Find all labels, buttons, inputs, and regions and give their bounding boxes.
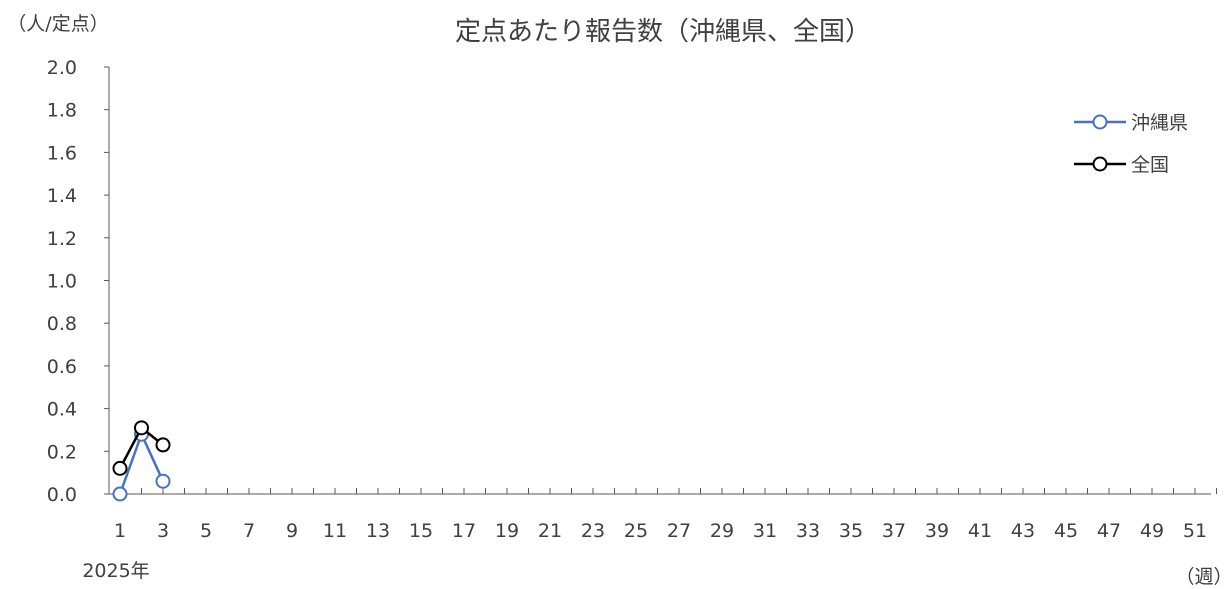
x-tick-label: 31 [753,520,777,542]
y-tick-label: 1.0 [47,271,77,293]
y-tick-label: 0.0 [47,484,77,506]
data-point [112,486,128,502]
x-tick-label: 5 [200,520,212,542]
x-axis-unit-label: （週） [1175,566,1232,588]
x-tick-label: 1 [114,520,126,542]
y-tick-label: 1.8 [47,100,77,122]
x-tick-label: 15 [409,520,433,542]
x-tick-label: 3 [157,520,169,542]
x-tick-label: 43 [1011,520,1035,542]
y-tick-label: 0.4 [47,399,77,421]
legend-marker [1092,156,1108,172]
x-tick-label: 33 [796,520,820,542]
x-tick-label: 37 [882,520,906,542]
x-tick-label: 51 [1183,520,1207,542]
chart-title: 定点あたり報告数（沖縄県、全国） [455,17,871,47]
y-tick-label: 0.8 [47,313,77,335]
x-tick-label: 29 [710,520,734,542]
x-tick-label: 9 [286,520,298,542]
data-point [112,460,128,476]
x-tick-label: 19 [495,520,519,542]
x-tick-label: 23 [581,520,605,542]
x-tick-label: 27 [667,520,691,542]
x-tick-label: 13 [366,520,390,542]
year-label: 2025年 [82,560,149,582]
x-tick-label: 47 [1097,520,1121,542]
y-tick-label: 0.6 [47,356,77,378]
x-tick-label: 39 [925,520,949,542]
x-tick-label: 45 [1054,520,1078,542]
x-tick-label: 49 [1140,520,1164,542]
y-tick-label: 2.0 [47,57,77,79]
x-tick-label: 7 [243,520,255,542]
data-point [155,473,171,489]
x-tick-label: 35 [839,520,863,542]
x-tick-label: 17 [452,520,476,542]
y-tick-label: 1.4 [47,185,77,207]
y-tick-label: 1.6 [47,142,77,164]
x-tick-label: 25 [624,520,648,542]
axes: 0.00.20.40.60.81.01.21.41.61.82.01 3 5 7 9 11… [47,57,1217,542]
y-tick-label: 1.2 [47,228,77,250]
legend-label: 全国 [1131,154,1169,176]
legend-item: 全国 [1074,154,1169,176]
x-tick-label: 21 [538,520,562,542]
data-point [134,420,149,436]
legend-item: 沖縄県 [1074,112,1188,134]
data-point [155,437,171,453]
series-layer [112,420,171,502]
y-tick-label: 0.2 [47,441,77,463]
legend-marker [1092,114,1108,130]
x-tick-label: 41 [968,520,992,542]
x-tick-label: 11 [323,520,347,542]
y-axis-unit-label: （人/定点） [7,13,108,35]
series-2 [112,420,171,476]
legend-label: 沖縄県 [1131,112,1188,134]
